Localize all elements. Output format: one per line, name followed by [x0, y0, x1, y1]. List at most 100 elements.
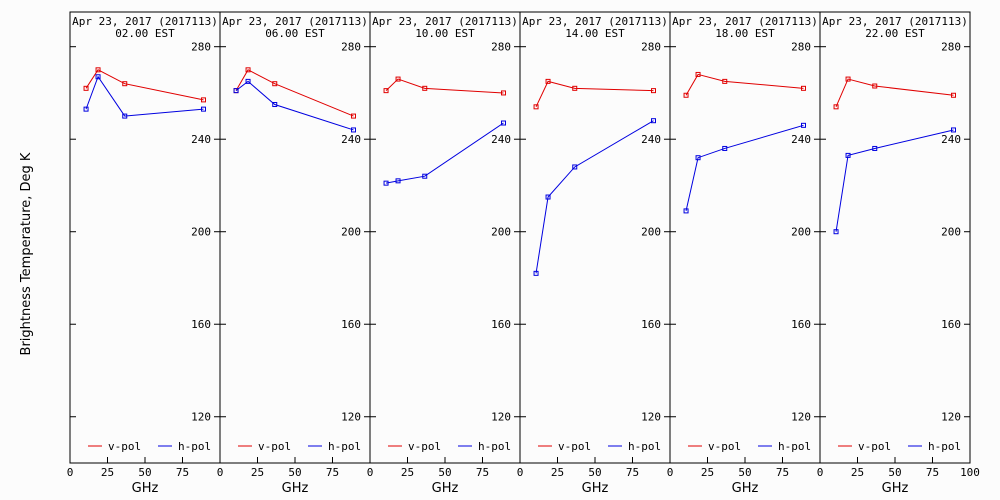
v-pol-point: [422, 85, 428, 91]
h-pol-point: [351, 127, 356, 133]
v-pol-line: [385, 78, 504, 94]
x-tick-label: 0: [367, 466, 374, 479]
x-axis-title: GHz: [882, 481, 909, 496]
y-tick-label: 280: [341, 41, 361, 54]
h-pol-point: [695, 155, 701, 161]
y-tick-label: 240: [341, 133, 361, 146]
h-pol-point: [122, 113, 128, 119]
legend-label-v-pol: v-pol: [708, 440, 741, 453]
legend-label-h-pol: h-pol: [478, 440, 511, 453]
h-pol-point: [501, 120, 506, 126]
h-pol-line: [535, 120, 654, 274]
y-tick-label: 200: [341, 226, 361, 239]
panel-time-title: 22.00 EST: [865, 27, 925, 40]
h-pol-point: [951, 127, 956, 133]
legend-label-h-pol: h-pol: [778, 440, 811, 453]
x-tick-label: 75: [776, 466, 789, 479]
y-tick-label: 240: [191, 133, 211, 146]
v-pol-point: [83, 85, 89, 91]
panel-date-title: Apr 23, 2017 (2017113): [222, 15, 368, 28]
v-pol-point: [695, 71, 701, 77]
legend-label-h-pol: h-pol: [178, 440, 211, 453]
legend-label-v-pol: v-pol: [408, 440, 441, 453]
panel-date-title: Apr 23, 2017 (2017113): [372, 15, 518, 28]
panel-1: Apr 23, 2017 (2017113)02.00 EST 120 160 200…: [67, 11, 221, 496]
v-pol-point: [872, 83, 878, 89]
v-pol-point: [651, 88, 656, 94]
x-axis-title: GHz: [432, 481, 459, 496]
x-tick-label: 50: [588, 466, 601, 479]
y-tick-label: 120: [191, 411, 211, 424]
h-pol-line: [385, 122, 504, 184]
y-tick-label: 160: [941, 318, 961, 331]
v-pol-point: [951, 92, 956, 98]
x-tick-label: 0: [217, 466, 224, 479]
y-tick-label: 160: [491, 318, 511, 331]
y-tick-label: 160: [341, 318, 361, 331]
legend-label-h-pol: h-pol: [328, 440, 361, 453]
v-pol-point: [95, 67, 101, 73]
h-pol-line: [835, 129, 954, 232]
legend-label-v-pol: v-pol: [558, 440, 591, 453]
v-pol-point: [122, 81, 128, 87]
panel-time-title: 18.00 EST: [715, 27, 775, 40]
panel-date-title: Apr 23, 2017 (2017113): [822, 15, 968, 28]
v-pol-point: [351, 113, 356, 119]
y-tick-label: 240: [941, 133, 961, 146]
v-pol-point: [845, 76, 851, 82]
y-tick-label: 280: [791, 41, 811, 54]
panel-frame: [69, 11, 221, 464]
y-tick-label: 240: [791, 133, 811, 146]
x-tick-label: 75: [476, 466, 489, 479]
y-tick-label: 280: [941, 41, 961, 54]
v-pol-line: [235, 69, 354, 117]
v-pol-line: [535, 80, 654, 108]
x-tick-label: 25: [401, 466, 414, 479]
y-tick-label: 200: [491, 226, 511, 239]
x-tick-label: 25: [851, 466, 864, 479]
legend-label-v-pol: v-pol: [258, 440, 291, 453]
x-tick-label: 50: [738, 466, 751, 479]
v-pol-point: [722, 78, 728, 84]
h-pol-point: [833, 229, 839, 235]
v-pol-line: [85, 69, 204, 101]
panel-3: Apr 23, 2017 (2017113)10.00 EST 120 160 200…: [367, 11, 521, 496]
y-tick-label: 240: [491, 133, 511, 146]
panel-time-title: 10.00 EST: [415, 27, 475, 40]
panel-time-title: 06.00 EST: [265, 27, 325, 40]
panel-frame: [219, 11, 371, 464]
x-tick-label: 100: [960, 466, 980, 479]
x-tick-label: 50: [438, 466, 451, 479]
x-tick-label: 0: [517, 466, 524, 479]
y-tick-label: 120: [491, 411, 511, 424]
h-pol-point: [722, 145, 728, 151]
h-pol-point: [651, 118, 656, 124]
x-axis-title: GHz: [582, 481, 609, 496]
x-tick-label: 25: [251, 466, 264, 479]
y-tick-label: 160: [191, 318, 211, 331]
v-pol-point: [383, 88, 389, 94]
h-pol-point: [233, 88, 239, 94]
h-pol-point: [572, 164, 578, 170]
v-pol-point: [833, 104, 839, 110]
y-tick-label: 120: [941, 411, 961, 424]
h-pol-point: [683, 208, 689, 214]
y-tick-label: 120: [791, 411, 811, 424]
v-pol-point: [245, 67, 251, 73]
h-pol-point: [95, 74, 101, 80]
panel-time-title: 14.00 EST: [565, 27, 625, 40]
panel-date-title: Apr 23, 2017 (2017113): [522, 15, 668, 28]
x-axis-title: GHz: [132, 481, 159, 496]
v-pol-point: [545, 78, 551, 84]
x-axis-title: GHz: [732, 481, 759, 496]
panel-6: Apr 23, 2017 (2017113)22.00 EST 120 160 200…: [817, 11, 980, 496]
v-pol-point: [572, 85, 578, 91]
v-pol-point: [395, 76, 401, 82]
x-tick-label: 75: [176, 466, 189, 479]
h-pol-point: [83, 106, 89, 112]
legend-label-v-pol: v-pol: [108, 440, 141, 453]
legend-label-h-pol: h-pol: [928, 440, 961, 453]
y-tick-label: 280: [191, 41, 211, 54]
h-pol-line: [235, 80, 354, 131]
h-pol-point: [801, 122, 806, 128]
